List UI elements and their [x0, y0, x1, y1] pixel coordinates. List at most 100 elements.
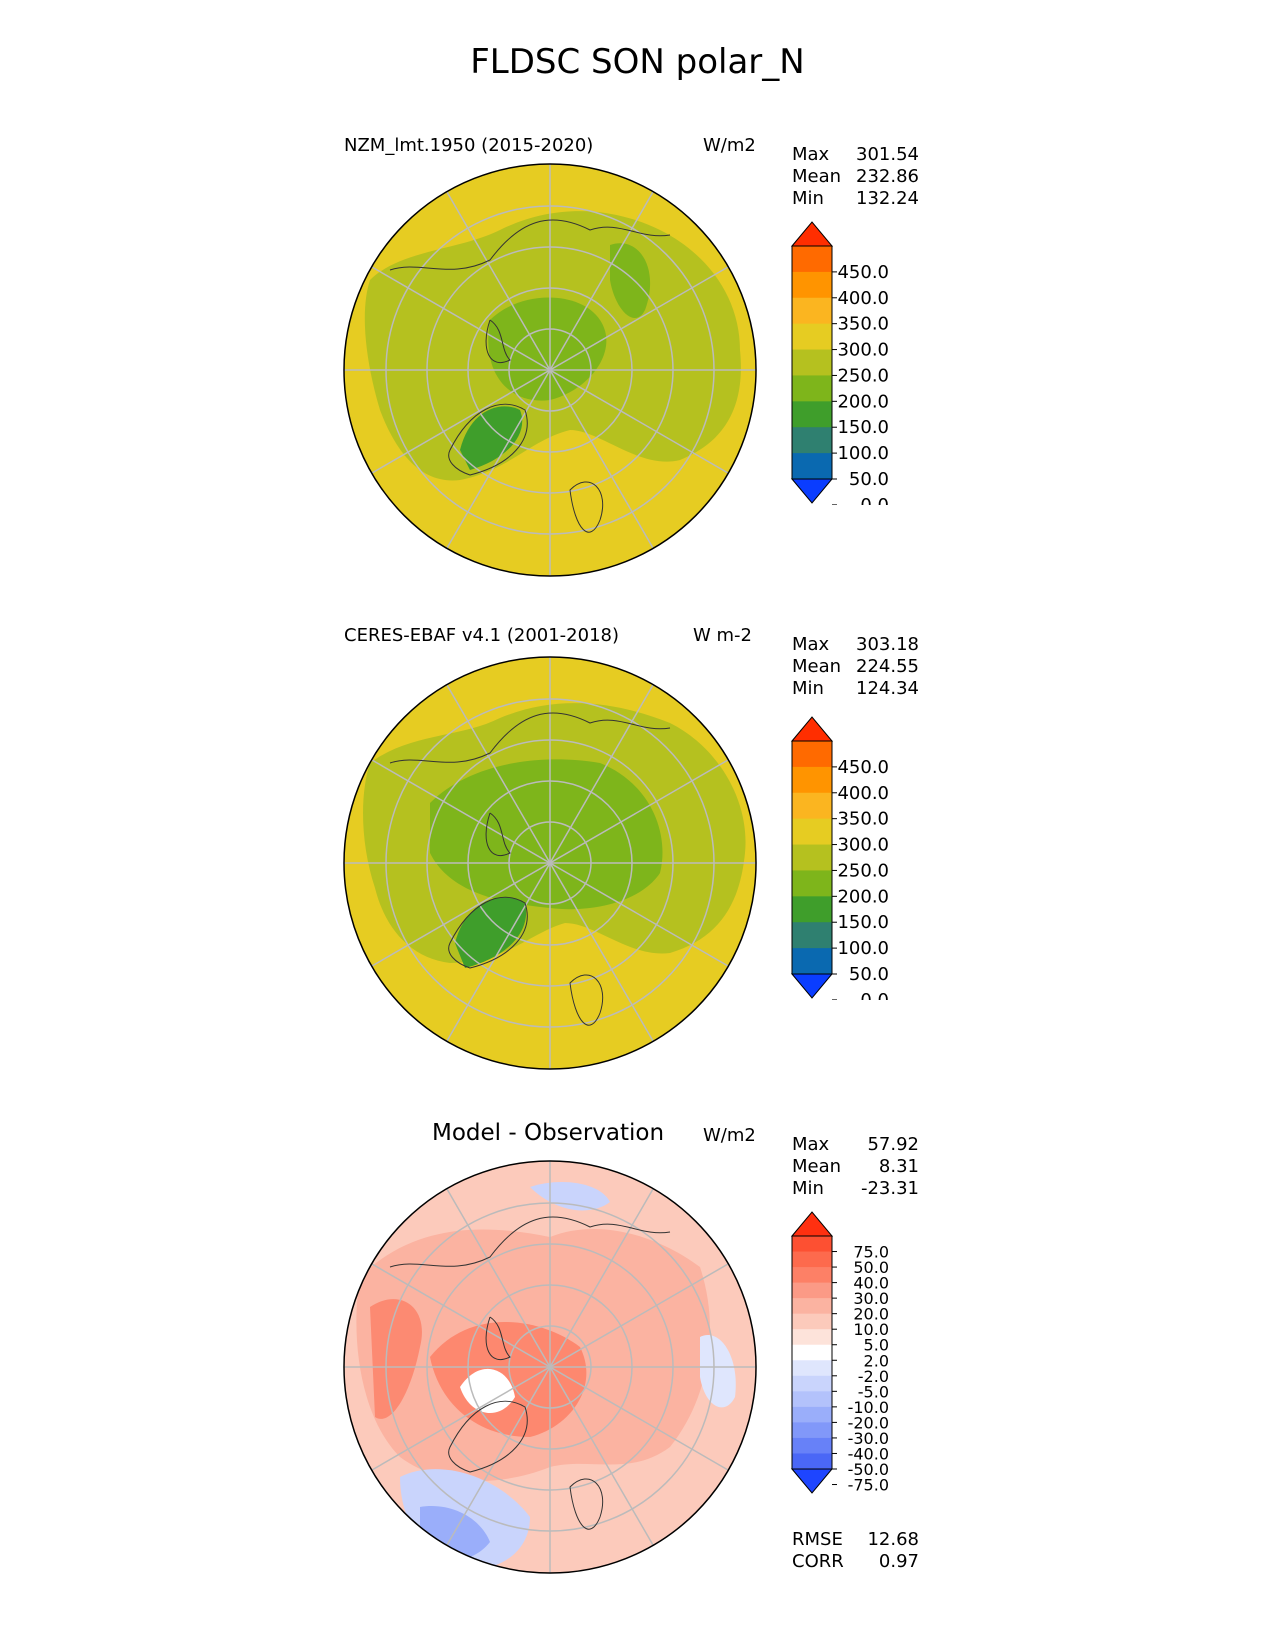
figure-title: FLDSC SON polar_N [470, 42, 805, 82]
colorbar-swatch [792, 1391, 832, 1408]
stat-mean-value: 8.31 [878, 1156, 919, 1177]
colorbar-swatch [792, 401, 832, 428]
colorbar-tick-label: 75.0 [853, 1243, 889, 1262]
map-region-class-100-150-greenland [455, 897, 527, 968]
map-region-diff-negative-4 [700, 1335, 736, 1408]
map-region-class-100-150-greenland [460, 406, 523, 470]
colorbar-swatch [792, 896, 832, 923]
colorbar-tick-label: 300.0 [837, 340, 889, 361]
colorbar-swatch [792, 1422, 832, 1439]
panel-3-units: W/m2 [703, 1125, 756, 1146]
colorbar-tick-label: 200.0 [837, 391, 889, 412]
colorbar-swatch [792, 1298, 832, 1315]
colorbar-tick-label: 50.0 [849, 964, 889, 985]
stat-mean-value: 232.86 [856, 166, 919, 187]
stat-min-label: Min [792, 678, 824, 699]
map-coastlines [389, 1216, 671, 1530]
colorbar-swatch [792, 1344, 832, 1361]
colorbar-extend-min [790, 478, 834, 504]
panel-3-colorbar: 75.050.040.030.020.010.05.02.0-2.0-5.0-1… [790, 1211, 889, 1495]
colorbar-tick-label: -40.0 [848, 1444, 889, 1463]
stat-max-label: Max [792, 144, 830, 165]
stat-min-value: 132.24 [856, 188, 919, 209]
colorbar-tick-label: 100.0 [837, 938, 889, 959]
stat-max-value: 303.18 [856, 634, 919, 655]
colorbar-extend-min [790, 1468, 834, 1494]
colorbar-tick-label: 20.0 [853, 1305, 889, 1324]
colorbar-frame [791, 740, 833, 975]
colorbar-swatch [792, 1236, 832, 1253]
stat-max-label: Max [792, 1134, 830, 1155]
colorbar-tick-label: 150.0 [837, 912, 889, 933]
colorbar-tick-label: 50.0 [853, 1258, 889, 1277]
panel-2-units: W m-2 [693, 625, 753, 646]
rmse-value: 12.68 [867, 1529, 919, 1550]
colorbar-tick-label: -75.0 [848, 1476, 889, 1495]
colorbar-swatch [792, 948, 832, 975]
colorbar-tick-label: 450.0 [837, 757, 889, 778]
colorbar-tick-label: 400.0 [837, 783, 889, 804]
colorbar-frame [791, 245, 833, 480]
colorbar-tick-label: 300.0 [837, 835, 889, 856]
colorbar-tick-label: 2.0 [864, 1351, 889, 1370]
stat-max-value: 301.54 [856, 144, 919, 165]
panel-2-stats: Max 303.18 Mean 224.55 Min 124.34 [792, 634, 919, 704]
stat-max-label: Max [792, 634, 830, 655]
colorbar-swatch [792, 1282, 832, 1299]
colorbar-tick-label: -50.0 [848, 1460, 889, 1479]
colorbar-tick-label: 350.0 [837, 809, 889, 830]
stat-mean-label: Mean [792, 1156, 842, 1177]
map-region-class-150-200 [430, 759, 663, 910]
panel-2-colorbar: 450.0 400.0 350.0 300.0 250.0 200.0 150.0 100.0… [790, 716, 889, 1000]
colorbar-tick-label: 350.0 [837, 314, 889, 335]
panel-3-title: Model - Observation [432, 1120, 665, 1146]
colorbar-tick-label: 40.0 [853, 1274, 889, 1293]
colorbar-swatch [792, 844, 832, 871]
stat-min-value: 124.34 [856, 678, 919, 699]
map-coastlines [389, 219, 671, 533]
colorbar-tick-label: 250.0 [837, 365, 889, 386]
colorbar-extend-min [790, 973, 834, 999]
colorbar-swatch [792, 792, 832, 820]
panel-2-map [343, 656, 757, 1070]
colorbar-swatch [792, 818, 832, 846]
colorbar-tick-label: 0.0 [860, 495, 889, 505]
colorbar-tick-label: -2.0 [858, 1367, 889, 1386]
map-graticule [344, 1161, 756, 1573]
colorbar-swatch [792, 1329, 832, 1346]
map-graticule [344, 657, 756, 1069]
colorbar-tick-label: 10.0 [853, 1320, 889, 1339]
colorbar-swatch [792, 1267, 832, 1284]
colorbar-tick-label: -10.0 [848, 1398, 889, 1417]
colorbar-swatch [792, 246, 832, 273]
colorbar-tick-label: 30.0 [853, 1289, 889, 1308]
stat-mean-value: 224.55 [856, 656, 919, 677]
stat-max-value: 57.92 [867, 1134, 919, 1155]
colorbar-tick-label: 150.0 [837, 417, 889, 438]
colorbar-tick-label: 250.0 [837, 860, 889, 881]
panel-3-map [343, 1160, 757, 1574]
colorbar-tick-label: 450.0 [837, 262, 889, 283]
colorbar-swatch [792, 427, 832, 454]
colorbar-extend-max [790, 1211, 834, 1237]
map-coastlines [389, 712, 671, 1026]
map-region-class-150-200-siberia [610, 243, 651, 319]
panel-3-stats: Max 57.92 Mean 8.31 Min -23.31 [792, 1134, 919, 1204]
colorbar-tick-label: -20.0 [848, 1413, 889, 1432]
stat-min-label: Min [792, 1178, 824, 1199]
colorbar-swatch [792, 1453, 832, 1470]
colorbar-tick-label: 0.0 [860, 990, 889, 1000]
corr-label: CORR [792, 1551, 844, 1572]
colorbar-swatch [792, 1406, 832, 1423]
rmse-label: RMSE [792, 1529, 843, 1550]
colorbar-swatch [792, 349, 832, 376]
colorbar-swatch [792, 741, 832, 768]
panel-1-units: W/m2 [703, 135, 756, 156]
colorbar-swatch [792, 1251, 832, 1268]
colorbar-swatch [792, 1375, 832, 1392]
colorbar-frame [791, 1235, 833, 1470]
colorbar-tick-label: 400.0 [837, 288, 889, 309]
colorbar-tick-label: 200.0 [837, 886, 889, 907]
map-boundary [343, 163, 757, 577]
colorbar-tick-label: -5.0 [858, 1382, 889, 1401]
